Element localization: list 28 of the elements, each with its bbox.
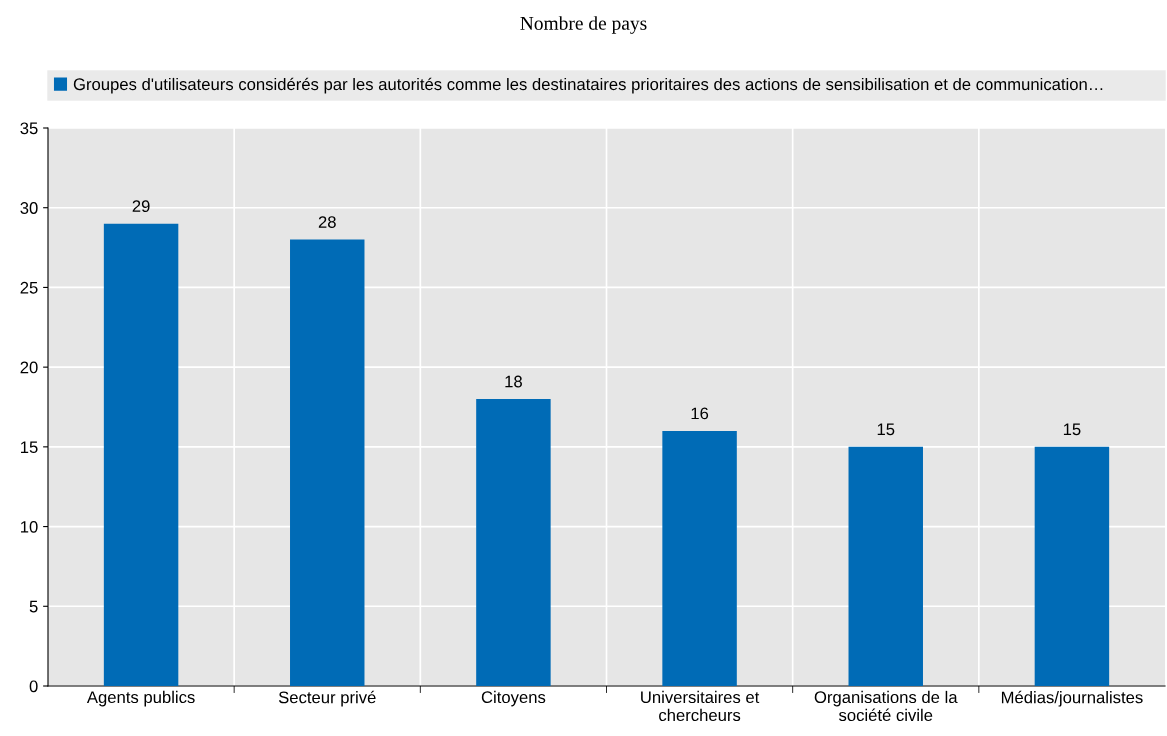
bar xyxy=(1034,446,1110,686)
y-tick-label: 25 xyxy=(20,281,38,294)
y-tick-label: 15 xyxy=(21,441,38,454)
x-tick-label: Universitaires et chercheurs xyxy=(641,690,760,722)
x-tick-label: Citoyens xyxy=(481,690,546,707)
y-tick-label: 20 xyxy=(20,361,38,374)
x-tick-label: Médias/journalistes xyxy=(1001,690,1143,707)
bar xyxy=(476,399,551,686)
x-tick-label: Organisations de la société civile xyxy=(814,690,958,722)
data-label: 18 xyxy=(505,375,522,388)
legend-label: Groupes d'utilisateurs considérés par les autorités comme les destinataires prioritaires des actions de sensibilisation et de communication… xyxy=(73,77,1103,94)
data-label: 28 xyxy=(318,216,336,228)
y-tick-label: 35 xyxy=(20,122,38,135)
data-label: 29 xyxy=(132,200,150,213)
data-label: 15 xyxy=(1063,423,1081,436)
bar xyxy=(290,239,365,686)
y-tick-label: 30 xyxy=(20,202,38,214)
data-label: 15 xyxy=(877,423,895,436)
bar xyxy=(662,430,737,686)
bar xyxy=(848,446,923,686)
data-label: 16 xyxy=(691,407,709,420)
x-tick-label: Agents publics xyxy=(86,690,195,707)
bar xyxy=(103,223,179,686)
y-tick-label: 0 xyxy=(29,680,38,693)
chart-title: Nombre de pays xyxy=(520,16,647,34)
y-tick-label: 5 xyxy=(29,600,38,613)
y-tick-label: 10 xyxy=(21,520,38,533)
x-tick-label: Secteur privé xyxy=(278,690,376,707)
